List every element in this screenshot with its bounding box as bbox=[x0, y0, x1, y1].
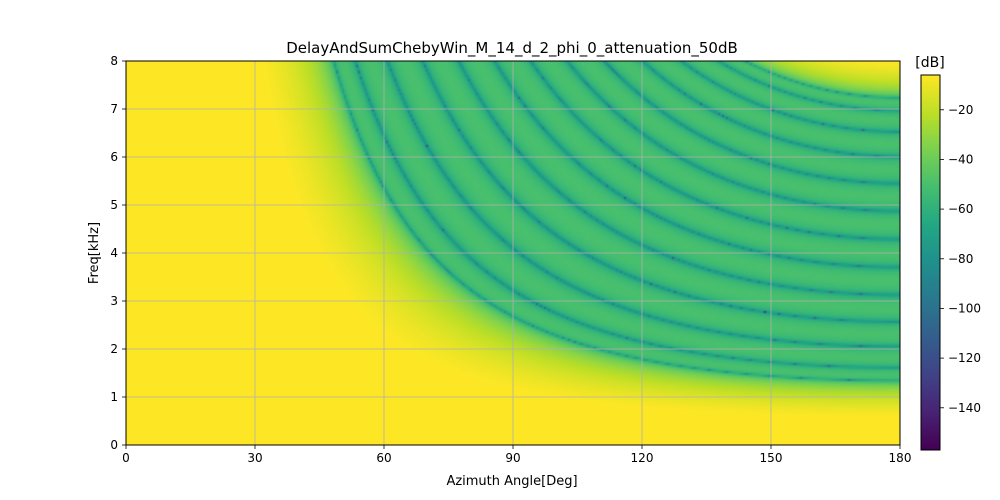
colorbar-tick-label: −20 bbox=[948, 103, 973, 117]
x-tick-label: 180 bbox=[889, 451, 912, 465]
y-tick-label: 6 bbox=[110, 150, 118, 164]
colorbar-tick-label: −80 bbox=[948, 252, 973, 266]
y-axis-ticks: 0 1 2 3 4 5 6 7 8 bbox=[110, 54, 126, 452]
colorbar-ticks: −20 −40 −60 −80 −100 −120 −140 bbox=[940, 103, 981, 415]
y-tick-label: 3 bbox=[110, 294, 118, 308]
colorbar-frame bbox=[920, 74, 941, 451]
y-tick-label: 0 bbox=[110, 438, 118, 452]
plot-area: 0 30 60 90 120 150 180 0 1 2 3 4 5 6 7 8 bbox=[110, 54, 911, 465]
colorbar-tick-label: −40 bbox=[948, 152, 973, 166]
x-tick-label: 30 bbox=[247, 451, 262, 465]
y-tick-label: 4 bbox=[110, 246, 118, 260]
chart-title: DelayAndSumChebyWin_M_14_d_2_phi_0_atten… bbox=[286, 39, 738, 58]
y-tick-label: 8 bbox=[110, 54, 118, 68]
x-tick-label: 120 bbox=[631, 451, 654, 465]
colorbar-tick-label: −120 bbox=[948, 351, 981, 365]
y-axis-label: Freq[kHz] bbox=[87, 222, 102, 284]
x-tick-label: 60 bbox=[376, 451, 391, 465]
x-tick-label: 150 bbox=[760, 451, 783, 465]
x-axis-label: Azimuth Angle[Deg] bbox=[446, 474, 577, 489]
x-tick-label: 90 bbox=[505, 451, 520, 465]
colorbar-tick-label: −140 bbox=[948, 401, 981, 415]
y-tick-label: 1 bbox=[110, 390, 118, 404]
colorbar-tick-label: −60 bbox=[948, 202, 973, 216]
y-tick-label: 2 bbox=[110, 342, 118, 356]
colorbar: [dB] −20 −40 −60 −80 −100 −120 −140 bbox=[915, 55, 981, 451]
x-tick-label: 0 bbox=[122, 451, 130, 465]
y-tick-label: 5 bbox=[110, 198, 118, 212]
x-axis-ticks: 0 30 60 90 120 150 180 bbox=[122, 445, 911, 465]
colorbar-tick-label: −100 bbox=[948, 301, 981, 315]
colorbar-gradient bbox=[921, 75, 940, 450]
colorbar-label: [dB] bbox=[915, 55, 944, 71]
y-tick-label: 7 bbox=[110, 102, 118, 116]
